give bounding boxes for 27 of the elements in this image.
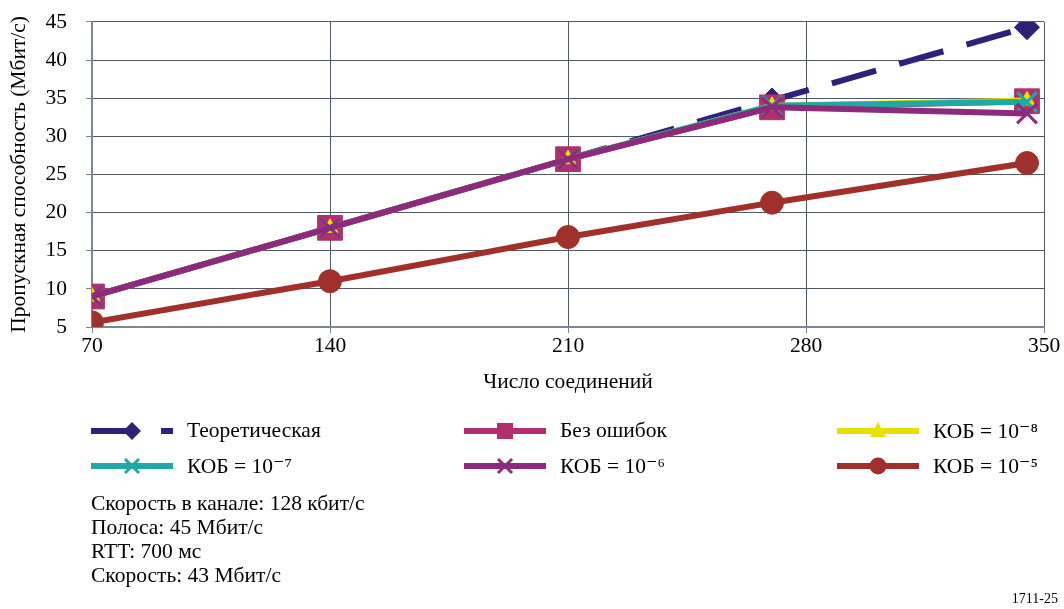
legend-label: Без ошибок xyxy=(560,418,667,443)
text: Скорость: 43 Мбит/с xyxy=(91,563,282,587)
x-tick-label: 280 xyxy=(789,332,823,357)
x-tick-label: 70 xyxy=(81,332,103,357)
legend-label: Теоретическая xyxy=(187,418,321,443)
y-tick-label: 25 xyxy=(45,161,67,186)
legend-label: КОБ = 10⁻⁶ xyxy=(560,452,665,479)
y-tick-label: 20 xyxy=(45,199,67,224)
x-axis-title: Число соединений xyxy=(483,368,653,393)
y-tick-label: 15 xyxy=(45,237,67,262)
y-tick-label: 40 xyxy=(45,46,67,71)
x-tick-label: 140 xyxy=(313,332,347,357)
y-tick-label: 45 xyxy=(45,8,67,33)
text: 1711-25 xyxy=(1011,590,1058,608)
text: RTT: 700 мс xyxy=(91,539,203,563)
y-axis-title: Пропускная способность (Мбит/с) xyxy=(5,16,30,333)
x-tick-label: 210 xyxy=(551,332,585,357)
legend-label: КОБ = 10⁻⁵ xyxy=(933,452,1038,479)
legend-label: КОБ = 10⁻⁷ xyxy=(187,452,292,479)
y-tick-label: 5 xyxy=(56,313,67,338)
text: Скорость в канале: 128 кбит/с xyxy=(91,491,365,515)
x-tick-label: 350 xyxy=(1027,332,1061,357)
text: Полоса: 45 Мбит/с xyxy=(91,515,265,539)
y-tick-label: 30 xyxy=(45,122,67,147)
legend-label: КОБ = 10⁻⁸ xyxy=(933,417,1038,444)
y-tick-label: 10 xyxy=(45,275,67,300)
y-tick-label: 35 xyxy=(45,84,67,109)
